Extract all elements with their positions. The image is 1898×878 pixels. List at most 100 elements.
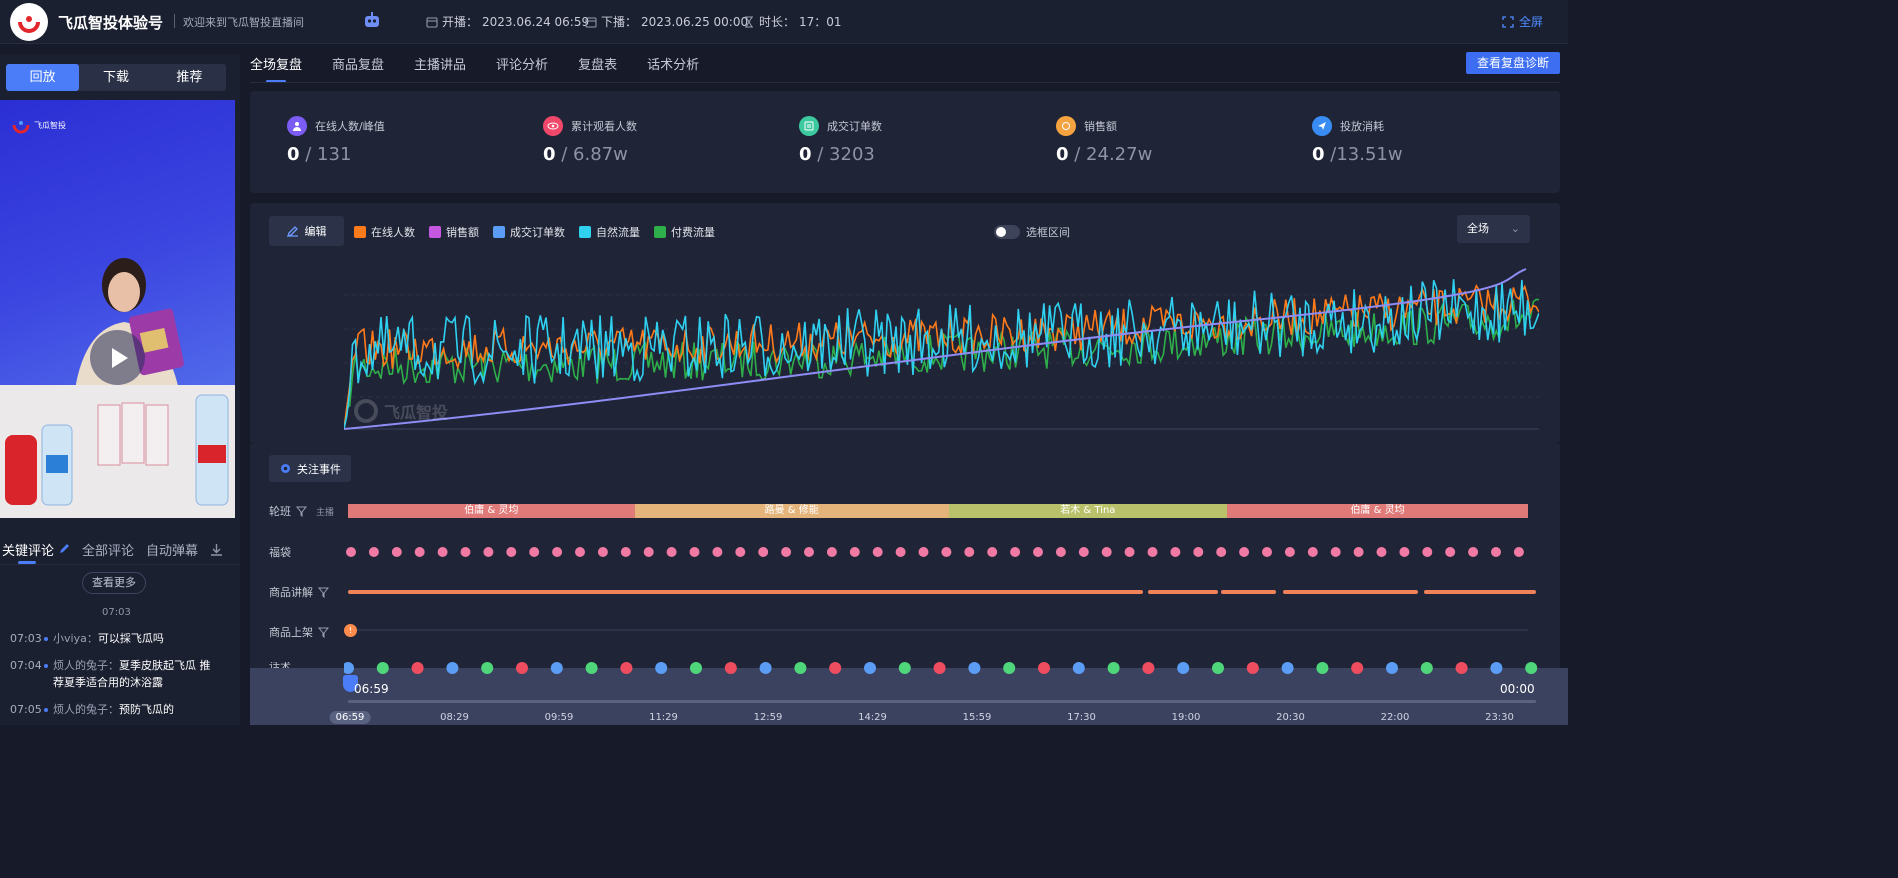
tab-overall-review[interactable]: 全场复盘 [250,58,303,73]
row-label-product-talk: 商品讲解 [269,584,329,600]
shelf-marker[interactable]: ! [344,624,357,637]
tab-key-comments[interactable]: 关键评论 [2,543,55,559]
talk-marker [516,662,528,674]
talk-marker [1525,662,1538,674]
view-more-button[interactable]: 查看更多 [82,572,146,594]
tab-script-analysis[interactable]: 话术分析 [647,58,700,73]
lucky-bag-icon [1193,547,1204,557]
talk-marker [1072,662,1085,674]
timeline-tick: 06:59 [329,711,371,724]
talk-marker [620,662,633,674]
follow-events-button[interactable]: 关注事件 [269,455,351,482]
playback-timeline[interactable]: 06:59 00:00 06:59 08:29 09:59 11:29 12:59 14:… [250,662,1568,725]
tab-replay[interactable]: 回放 [6,64,80,91]
talk-marker [1038,662,1050,674]
scope-select[interactable]: 全场 ⌄ [1457,215,1530,243]
row-label-anchor: 轮班 主播 [269,505,335,518]
view-diagnosis-button[interactable]: 查看复盘诊断 [1466,52,1560,74]
legend-sales[interactable]: 销售额 [429,224,479,240]
lucky-bag-icon [1445,547,1456,557]
lucky-bag-icon [781,547,792,557]
lucky-bag-icon [1330,547,1341,557]
comment-item: 07:05 烦人的兔子：预防飞瓜的 [10,703,174,716]
timeline-tick: 19:00 [1171,712,1201,723]
anchor-shift[interactable]: 路曼 & 修能 [634,504,949,518]
download-icon[interactable] [210,543,223,556]
lucky-bag-icon [895,547,906,557]
legend-natural-traffic[interactable]: 自然流量 [579,224,640,240]
watermark: 飞瓜智投 [354,399,448,423]
timeline-handle[interactable] [343,675,358,692]
timeline-track[interactable] [348,700,1536,703]
stats-panel: 在线人数/峰值 0 / 131 累计观看人数 0 / 6.87w 成交订单数 0… [250,91,1560,193]
lucky-bag-icon [1239,547,1250,557]
trend-chart[interactable] [344,261,1539,431]
tab-host-talk[interactable]: 主播讲品 [414,58,467,73]
talk-marker [446,662,459,674]
range-select-toggle[interactable]: 选框区间 [994,224,1070,240]
tab-product-review[interactable]: 商品复盘 [332,58,385,73]
robot-icon[interactable] [362,11,382,31]
lucky-bag-icon [1147,547,1158,557]
shelf-track [348,629,1528,631]
fullscreen-button[interactable]: 全屏 [1502,13,1543,30]
talk-marker [1003,662,1016,674]
row-label-talk: 话术 [269,662,291,670]
filter-icon[interactable] [318,627,329,638]
talk-marker [481,662,494,674]
tab-recommend[interactable]: 推荐 [176,70,203,85]
calendar-icon [426,17,438,27]
anchor-shift[interactable]: 伯庸 & 灵均 [1227,504,1528,518]
tab-download[interactable]: 下载 [102,70,129,85]
edit-button[interactable]: 编辑 [269,216,344,246]
row-label-lucky-bag: 福袋 [269,546,291,559]
tab-review-table[interactable]: 复盘表 [578,58,618,73]
comment-item: 07:04 烦人的兔子：夏季皮肤起飞瓜 推荐夏季适合用的沐浴露 [10,659,211,689]
stat-sales: 销售额 0 / 24.27w [1056,116,1152,165]
tab-all-comments[interactable]: 全部评论 [82,543,135,559]
lucky-bag-icon [1055,547,1066,557]
timeline-start: 06:59 [354,682,389,696]
tab-comment-analysis[interactable]: 评论分析 [496,58,549,73]
talk-marker [655,662,668,674]
play-button[interactable] [90,330,145,385]
product-talk-segment [348,590,1143,594]
comment-item: 07:03 小viya：可以採飞瓜吗 [10,632,164,645]
lucky-bag-icon [620,547,631,557]
talk-marker [1455,662,1468,674]
legend-online[interactable]: 在线人数 [354,224,415,240]
time-divider: 07:03 [102,607,131,618]
legend-orders[interactable]: 成交订单数 [493,224,565,240]
lucky-bag-icon [1513,547,1524,557]
product-table [0,385,235,518]
lucky-bag-icon [804,547,814,557]
anchor-shift[interactable]: 若木 & Tina [948,504,1228,518]
lucky-bag-icon [391,547,402,557]
lucky-bag-icon [1124,547,1135,557]
talk-marker [1281,662,1294,674]
tab-auto-danmaku[interactable]: 自动弹幕 [146,543,199,559]
video-player[interactable]: 飞瓜智投 [0,100,235,518]
calendar-icon [585,17,597,27]
tab-indicator [266,80,286,83]
lucky-bag-icon [597,547,608,557]
timeline-tick: 14:29 [858,712,887,723]
lucky-bag-icon [1399,547,1410,557]
product-talk-track [348,590,1536,594]
edit-icon[interactable] [58,543,70,555]
filter-icon[interactable] [296,506,307,517]
lucky-bag-icon [575,547,585,557]
lucky-bag-icon [666,547,677,557]
stat-orders: 成交订单数 0 / 3203 [799,116,882,165]
product-talk-segment [1283,590,1418,594]
timeline-tick: 20:30 [1276,712,1305,723]
anchor-shift[interactable]: 伯庸 & 灵均 [348,504,635,518]
timeline-tick: 23:30 [1485,712,1514,723]
filter-icon[interactable] [318,587,329,598]
talk-marker [376,662,389,674]
video-logo: 飞瓜智投 [12,116,66,134]
toggle-switch[interactable] [994,225,1020,239]
order-icon [799,116,819,136]
timeline-tick: 15:59 [962,712,992,723]
legend-paid-traffic[interactable]: 付费流量 [654,224,715,240]
